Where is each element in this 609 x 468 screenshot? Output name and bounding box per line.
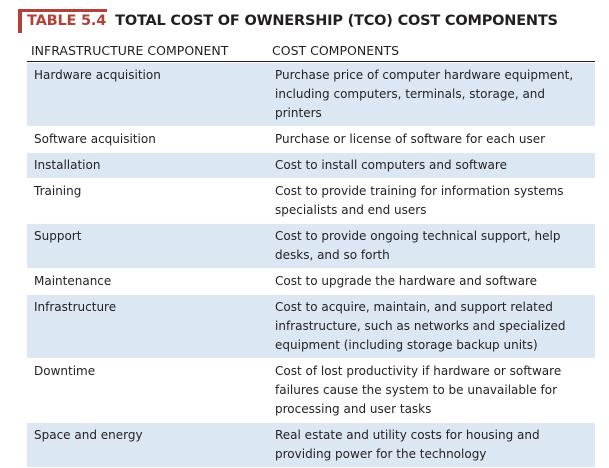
table-row: Software acquisition Purchase or license … xyxy=(27,127,595,152)
component-cell: Installation xyxy=(27,153,268,178)
cost-cell: Cost to acquire, maintain, and support r… xyxy=(268,295,595,358)
table-caption: TOTAL COST OF OWNERSHIP (TCO) COST COMPO… xyxy=(115,13,558,29)
component-cell: Maintenance xyxy=(34,274,112,288)
title-accent-bar xyxy=(18,9,22,33)
component-cell: Training xyxy=(34,184,82,198)
tco-table: INFRASTRUCTURE COMPONENT COST COMPONENTS… xyxy=(27,42,595,468)
column-header-cost: COST COMPONENTS xyxy=(268,43,595,62)
header-row: INFRASTRUCTURE COMPONENT COST COMPONENTS xyxy=(27,43,595,62)
column-header-component: INFRASTRUCTURE COMPONENT xyxy=(27,43,268,62)
table-number: TABLE 5.4 xyxy=(27,13,107,29)
table-row: Downtime Cost of lost productivity if har… xyxy=(27,359,595,422)
cost-cell: Cost to install computers and software xyxy=(268,153,595,178)
component-cell: Downtime xyxy=(34,364,96,378)
title-accent-rule xyxy=(18,9,107,12)
component-cell: Software acquisition xyxy=(34,132,156,146)
table-title: TABLE 5.4 TOTAL COST OF OWNERSHIP (TCO) C… xyxy=(27,13,558,29)
table-row: Support Cost to provide ongoing technical… xyxy=(27,224,595,268)
cost-cell: Purchase or license of software for each… xyxy=(275,132,546,146)
table-row: Infrastructure Cost to acquire, maintain,… xyxy=(27,295,595,358)
table-row: Maintenance Cost to upgrade the hardware … xyxy=(27,269,595,294)
component-cell: Support xyxy=(27,224,268,268)
cost-cell: Real estate and utility costs for housin… xyxy=(268,423,595,467)
cost-cell: Cost to provide ongoing technical suppor… xyxy=(268,224,595,268)
table-row: Space and energy Real estate and utility … xyxy=(27,423,595,467)
component-cell: Space and energy xyxy=(27,423,268,467)
cost-cell: Cost to provide training for information… xyxy=(275,184,564,217)
table-row: Training Cost to provide training for inf… xyxy=(27,179,595,223)
cost-cell: Cost to upgrade the hardware and softwar… xyxy=(275,274,538,288)
table-row: Installation Cost to install computers an… xyxy=(27,153,595,178)
cost-cell: Cost of lost productivity if hardware or… xyxy=(275,364,562,416)
component-cell: Hardware acquisition xyxy=(27,63,268,126)
table-row: Hardware acquisition Purchase price of co… xyxy=(27,63,595,126)
component-cell: Infrastructure xyxy=(27,295,268,358)
cost-cell: Purchase price of computer hardware equi… xyxy=(268,63,595,126)
